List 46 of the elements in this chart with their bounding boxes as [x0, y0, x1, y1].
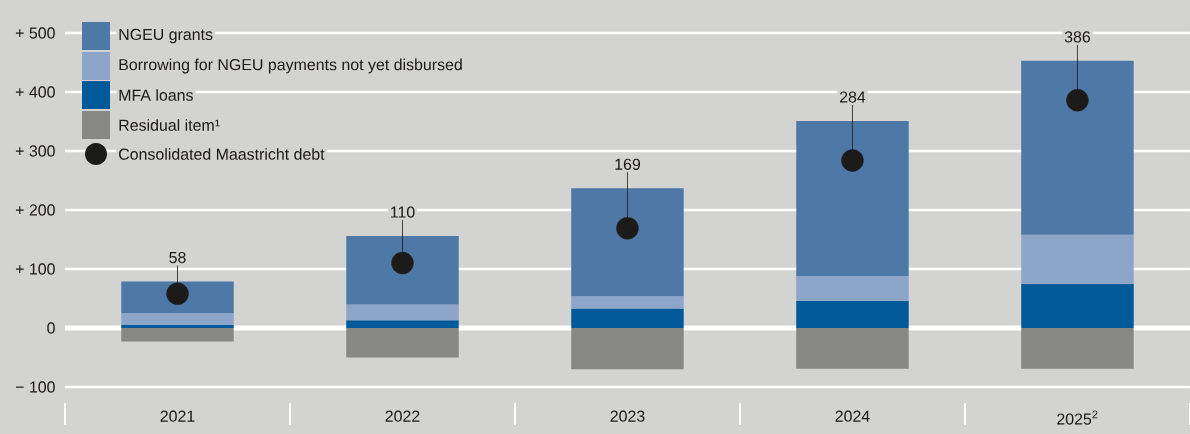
- bar: [1021, 327, 1134, 369]
- y-tick-label: + 100: [15, 263, 55, 275]
- y-tick-label: − 100: [15, 381, 55, 393]
- bar: [121, 325, 234, 328]
- bar: [346, 320, 459, 328]
- legend-label: Borrowing for NGEU payments not yet disbursed: [119, 58, 462, 74]
- bar: [346, 327, 459, 358]
- bar: [346, 304, 459, 321]
- bar: [796, 120, 909, 277]
- point: [616, 217, 639, 240]
- y-tick-label: + 500: [15, 27, 55, 39]
- data-label: 169: [615, 158, 641, 170]
- bar: [121, 313, 234, 326]
- legend-label: NGEU grants: [119, 28, 213, 44]
- legend-label: Residual item¹: [119, 119, 220, 131]
- data-label: 386: [1064, 31, 1091, 43]
- bar: [1021, 234, 1134, 284]
- x-tick-label: 2022: [385, 410, 420, 422]
- bar: [1021, 60, 1134, 235]
- bar: [796, 276, 909, 301]
- legend-label: Consolidated Maastricht debt: [119, 148, 325, 160]
- bar: [571, 327, 684, 370]
- legend-label: MFA loans: [119, 89, 193, 101]
- data-label: 110: [391, 206, 415, 218]
- bar: [796, 327, 909, 369]
- x-tick-label: 2024: [835, 410, 870, 422]
- x-tick-label: 2023: [610, 410, 645, 422]
- point: [841, 149, 864, 172]
- x-tick-label: 2021: [160, 410, 195, 422]
- bar: [346, 235, 459, 305]
- data-label: 58: [169, 251, 186, 264]
- point: [1066, 89, 1089, 112]
- bar: [796, 300, 909, 328]
- point: [391, 251, 414, 275]
- data-label: 284: [839, 91, 866, 103]
- y-tick-label: + 400: [15, 86, 55, 98]
- y-tick-label: 0: [47, 322, 55, 334]
- bar: [571, 188, 684, 297]
- bar: [1021, 283, 1134, 328]
- bar: [571, 308, 684, 328]
- y-tick-label: + 300: [15, 145, 55, 157]
- x-tick-label: 2025$^{2}$: [1057, 410, 1098, 425]
- bar: [571, 296, 684, 309]
- bar: [121, 327, 234, 342]
- point: [166, 282, 189, 305]
- y-tick-label: + 200: [15, 204, 55, 216]
